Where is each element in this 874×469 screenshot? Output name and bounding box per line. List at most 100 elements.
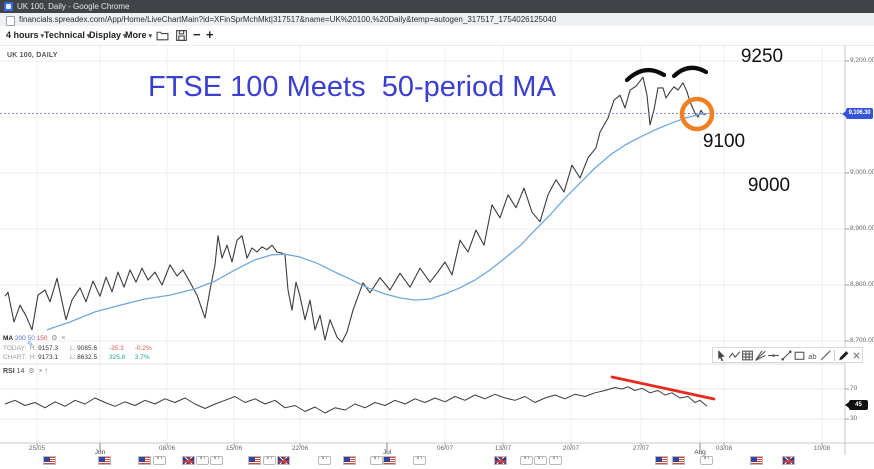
chart-low-value: 8632.5 (77, 354, 98, 361)
chart-stats-row: CHART: H: 9173.1 L: 8632.5 325.8 3.7% (3, 354, 159, 361)
chart-high-value: 9173.1 (38, 354, 59, 361)
ray-tool-icon[interactable] (819, 349, 832, 362)
rectangle-tool-icon[interactable] (793, 349, 806, 362)
event-flag-uk[interactable] (782, 456, 795, 465)
y-axis-label: 9,200.00 (850, 57, 874, 64)
zigzag-tool-icon[interactable] (728, 349, 741, 362)
menu-more[interactable]: More (125, 26, 152, 45)
save-icon[interactable] (175, 29, 188, 42)
menu-technical[interactable]: Technical (44, 26, 90, 45)
event-flag-us[interactable] (43, 456, 56, 465)
event-flag-us[interactable] (655, 456, 668, 465)
ma-settings-gear-icon[interactable]: ⚙ (51, 335, 58, 342)
rsi-settings-gear-icon[interactable]: ⚙ (28, 368, 35, 375)
toolbar-divider (834, 349, 835, 361)
window-title: UK 100, Daily - Google Chrome (17, 2, 130, 11)
event-flag-cal[interactable] (370, 456, 383, 465)
event-flag-cal[interactable] (318, 456, 331, 465)
chart-change-value: 325.8 (108, 354, 126, 361)
menu-display[interactable]: Display (89, 26, 126, 45)
price-note-annotation: 9100 (702, 131, 746, 152)
x-axis-label: Jul (382, 449, 392, 456)
text-tool-icon[interactable]: ab (806, 349, 819, 362)
today-change-value: -25.3 (108, 345, 124, 352)
x-axis-label: 27/07 (632, 444, 650, 452)
rsi-axis-label: 30 (850, 415, 858, 422)
chart-toolbar: − + 4 hoursTechnicalDisplayMore (0, 26, 874, 46)
y-axis-label: 8,700.00 (850, 337, 874, 344)
url-bar[interactable]: financials.spreadex.com/App/Home/LiveCha… (0, 13, 874, 27)
event-flag-cal[interactable] (534, 456, 547, 465)
rsi-close-icon[interactable]: × (38, 368, 43, 375)
x-axis-label: 03/08 (715, 444, 733, 452)
event-flag-uk[interactable] (182, 456, 195, 465)
x-axis-label: Jun (94, 449, 106, 456)
low-label: L: (69, 345, 76, 352)
rsi-move-up-arrow-icon[interactable]: ↑ (44, 366, 48, 375)
event-flag-cal[interactable] (263, 456, 276, 465)
x-axis-label: 08/06 (158, 444, 176, 452)
horizontal-line-tool-icon[interactable] (767, 349, 780, 362)
y-axis-label: 9,000.00 (850, 169, 874, 176)
today-label: TODAY: (3, 345, 27, 352)
x-axis-label: 15/06 (225, 444, 243, 452)
pencil-tool-icon[interactable] (837, 349, 850, 362)
ma-period-value: 200 (14, 335, 26, 342)
drawing-toolbar: ab (712, 347, 863, 363)
chart-label: CHART: (3, 354, 27, 361)
high-label: H: (29, 354, 37, 361)
chart-change-pct: 3.7% (134, 354, 150, 361)
today-high-value: 9157.3 (38, 345, 59, 352)
rsi-value-tag: 45 (845, 400, 868, 410)
rsi-legend-name: RSI (3, 368, 15, 375)
event-flag-us[interactable] (383, 456, 396, 465)
window-favicon-icon (4, 2, 13, 11)
trendline-tool-icon[interactable] (780, 349, 793, 362)
event-flag-us[interactable] (343, 456, 356, 465)
price-note-annotation: 9000 (747, 175, 791, 196)
event-flag-cal[interactable] (520, 456, 533, 465)
symbol-label: UK 100, DAILY (7, 52, 58, 59)
rsi-axis-label: 70 (850, 385, 858, 392)
url-text[interactable]: financials.spreadex.com/App/Home/LiveCha… (19, 15, 557, 24)
event-flag-us[interactable] (750, 456, 763, 465)
high-label: H: (29, 345, 37, 352)
event-flag-us[interactable] (138, 456, 151, 465)
x-axis-label: 06/07 (436, 444, 454, 452)
event-flag-uk[interactable] (494, 456, 507, 465)
menu-4-hours[interactable]: 4 hours (6, 26, 44, 45)
fan-tool-icon[interactable] (754, 349, 767, 362)
event-flag-cal[interactable] (153, 456, 166, 465)
x-axis-label: 25/05 (28, 444, 46, 452)
ma-edit-pencil-icon[interactable]: ✎ (27, 340, 34, 349)
ma-period-value: 50 (25, 335, 35, 342)
x-axis-label: 13/07 (494, 444, 512, 452)
ma-legend-name: MA (3, 335, 14, 342)
today-low-value: 9085.6 (77, 345, 98, 352)
event-flag-uk[interactable] (277, 456, 290, 465)
rsi-period: 14 (16, 368, 25, 375)
svg-text:ab: ab (808, 351, 816, 360)
event-flag-us[interactable] (248, 456, 261, 465)
close-tool-icon[interactable] (850, 349, 863, 362)
pointer-tool-icon[interactable] (715, 349, 728, 362)
x-axis-label: 20/07 (562, 444, 580, 452)
event-flag-cal[interactable] (700, 456, 713, 465)
annotation-title: FTSE 100 Meets 50-period MA (148, 71, 556, 103)
event-flag-cal[interactable] (210, 456, 223, 465)
zoom-out-button[interactable]: − (193, 27, 201, 42)
open-folder-icon[interactable] (156, 29, 169, 42)
zoom-in-button[interactable]: + (206, 27, 214, 42)
x-axis-label: 10/08 (813, 444, 831, 452)
y-axis-label: 8,800.00 (850, 281, 874, 288)
event-flag-cal[interactable] (413, 456, 426, 465)
chart-canvas[interactable] (0, 45, 874, 469)
fib-grid-tool-icon[interactable] (741, 349, 754, 362)
event-flag-cal[interactable] (196, 456, 209, 465)
event-flag-cal[interactable] (549, 456, 562, 465)
event-flag-us[interactable] (672, 456, 685, 465)
ma-close-icon[interactable]: × (61, 335, 66, 342)
ma-period-value: 150 (34, 335, 48, 342)
event-flag-us[interactable] (98, 456, 111, 465)
